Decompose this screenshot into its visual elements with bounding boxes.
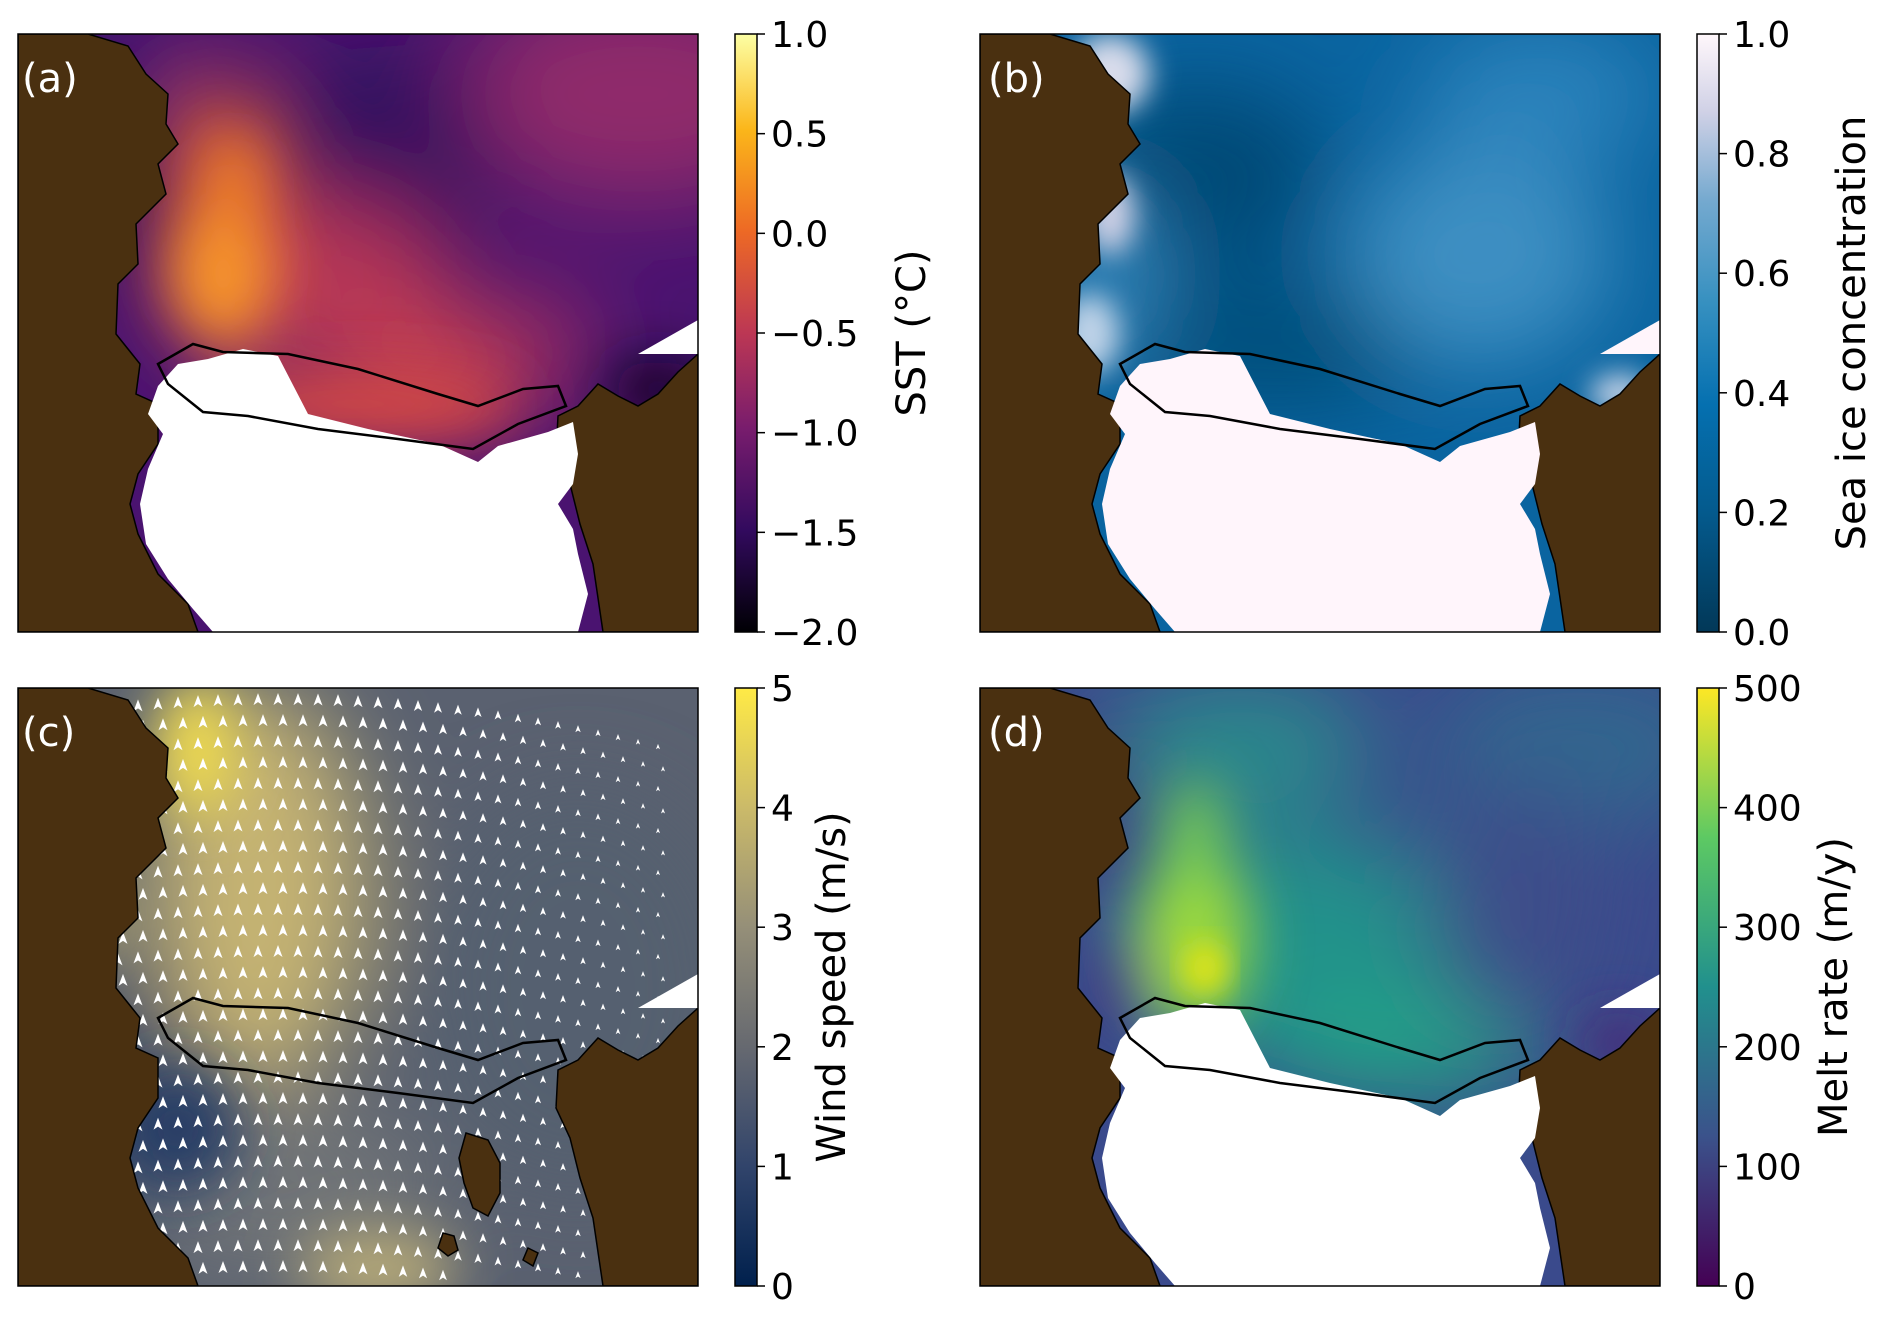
colorbar-tick-label: 400: [1733, 789, 1802, 830]
ice-front-outline: [156, 996, 568, 1105]
colorbar-tick-label: 200: [1733, 1028, 1802, 1069]
sea-ice-map: [980, 34, 1660, 632]
map-frame: [979, 687, 1661, 1287]
colorbar-ticks: 500 400 300 200 100 0: [1719, 669, 1802, 1308]
colorbar-tick-label: 1.0: [1733, 15, 1790, 56]
ice-front-outline: [1118, 996, 1530, 1105]
colorbar-tick-label: 0.6: [1733, 254, 1790, 295]
colorbar-label: Sea ice concentration: [1829, 116, 1875, 551]
colorbar-d: 500 400 300 200 100 0 Melt rate (m/y): [1696, 669, 1857, 1308]
panel-label: (b): [988, 56, 1045, 102]
colorbar-tick-label: 5: [771, 669, 794, 710]
ice-front-outline: [156, 342, 568, 451]
map-frame: [17, 33, 699, 633]
colorbar-tick-label: 0: [1733, 1267, 1756, 1308]
colorbar-tick-label: 0.0: [1733, 613, 1790, 654]
colorbar-tick-label: −1.0: [771, 414, 858, 455]
wind-map: [18, 688, 698, 1286]
colorbar-tick-label: −0.5: [771, 314, 858, 355]
colorbar-tick-label: 0.8: [1733, 135, 1790, 176]
panel-a: (a): [17, 33, 699, 633]
colorbar-label: Melt rate (m/y): [1811, 837, 1857, 1137]
colorbar-tick-label: 0.0: [771, 214, 828, 255]
colorbar-tick-label: 0: [771, 1267, 794, 1308]
colorbar-tick-label: 1: [771, 1147, 794, 1188]
colorbar-tick-label: 0.4: [1733, 374, 1790, 415]
colorbar-ticks: 5 4 3 2 1 0: [757, 669, 794, 1308]
colorbar-tick-label: 3: [771, 908, 794, 949]
colorbar-b: 1.0 0.8 0.6 0.4 0.2 0.0 Sea ice concentration: [1696, 15, 1875, 654]
colorbar-tick-label: 4: [771, 789, 794, 830]
panel-label: (d): [988, 710, 1045, 756]
colorbar-ticks: 1.0 0.5 0.0 −0.5 −1.0 −1.5 −2.0: [757, 15, 858, 654]
colorbar-tick-label: 2: [771, 1028, 794, 1069]
ice-front-outline: [1118, 342, 1530, 451]
map-frame: [979, 33, 1661, 633]
colorbar-a: 1.0 0.5 0.0 −0.5 −1.0 −1.5 −2.0 SST (°C): [734, 15, 935, 654]
panel-label: (c): [22, 710, 75, 756]
colorbar-tick-label: 300: [1733, 908, 1802, 949]
colorbar-tick-label: 500: [1733, 669, 1802, 710]
panel-label: (a): [22, 56, 78, 102]
sst-map: [18, 34, 698, 632]
colorbar-tick-label: 0.5: [771, 115, 828, 156]
colorbar-tick-label: −2.0: [771, 613, 858, 654]
colorbar-c: 5 4 3 2 1 0 Wind speed (m/s): [734, 669, 855, 1308]
colorbar-label: Wind speed (m/s): [809, 811, 855, 1162]
colorbar-tick-label: 0.2: [1733, 493, 1790, 534]
colorbar-ticks: 1.0 0.8 0.6 0.4 0.2 0.0: [1719, 15, 1790, 654]
colorbar-tick-label: 1.0: [771, 15, 828, 56]
colorbar-label: SST (°C): [889, 249, 935, 416]
colorbar-tick-label: −1.5: [771, 513, 858, 554]
map-frame: [17, 687, 699, 1287]
panel-d: (d): [979, 687, 1661, 1287]
melt-map: [980, 688, 1660, 1286]
panel-b: (b): [979, 33, 1661, 633]
panel-c: (c): [17, 687, 699, 1287]
colorbar-tick-label: 100: [1733, 1147, 1802, 1188]
